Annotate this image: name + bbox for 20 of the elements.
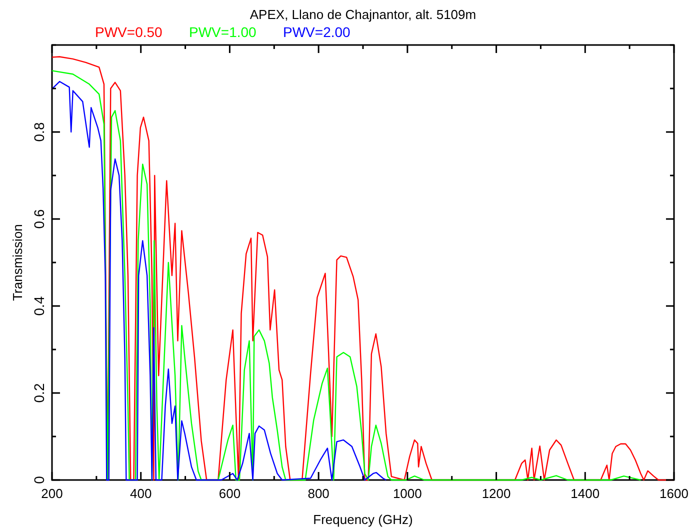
x-tick-label: 1400 (570, 486, 600, 501)
chart-title: APEX, Llano de Chajnantor, alt. 5109m (250, 7, 476, 22)
x-axis-title: Frequency (GHz) (313, 512, 413, 527)
series-label: PWV=0.50 (95, 24, 163, 40)
line-series (51, 80, 387, 481)
x-tick-label: 1000 (392, 486, 422, 501)
x-tick-label: 200 (41, 486, 63, 501)
y-tick-label: 0.6 (31, 209, 47, 229)
y-tick-label: 0.4 (31, 296, 47, 316)
y-tick-label: 0 (31, 476, 47, 484)
y-tick-label: 0.2 (31, 383, 47, 403)
x-tick-label: 1600 (660, 486, 688, 501)
text: PWV=2.00 (283, 24, 351, 40)
x-tick-label: 800 (308, 486, 330, 501)
x-tick-label: 400 (130, 486, 152, 501)
x-tick-label: 600 (218, 486, 241, 501)
y-axis-title: Transmission (10, 224, 25, 301)
text: PWV=1.00 (189, 24, 257, 40)
y-tick-label: 0.8 (31, 122, 47, 142)
x-tick-label: 1200 (482, 486, 511, 501)
